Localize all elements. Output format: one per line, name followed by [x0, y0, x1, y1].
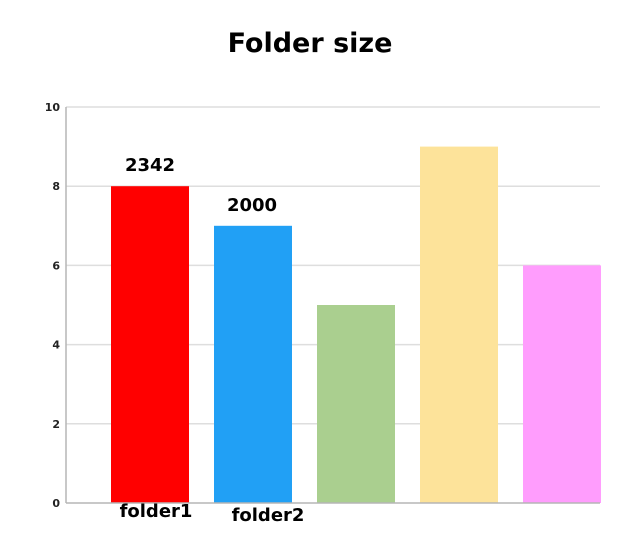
y-tick-label: 4 — [52, 339, 60, 352]
bar — [317, 305, 395, 503]
bars — [111, 146, 601, 504]
y-tick-label: 6 — [52, 259, 60, 272]
bar — [523, 265, 601, 503]
y-tick-label: 8 — [52, 180, 60, 193]
bar — [420, 146, 498, 503]
category-labels: folder1 folder2 — [120, 501, 305, 526]
y-tick-label: 10 — [45, 101, 61, 114]
x-category-label: folder1 — [120, 501, 193, 522]
bar — [111, 186, 189, 503]
y-tick-label: 0 — [52, 497, 60, 510]
data-labels: 2342 2000 — [125, 155, 277, 216]
y-tick-label: 2 — [52, 418, 60, 431]
bar-data-label: 2342 — [125, 155, 175, 176]
bar-data-label: 2000 — [227, 195, 277, 216]
bar — [214, 225, 292, 504]
y-tick-labels: 0 2 4 6 8 10 — [45, 101, 61, 510]
chart-title: Folder size — [227, 28, 393, 59]
x-category-label: folder2 — [232, 505, 305, 526]
